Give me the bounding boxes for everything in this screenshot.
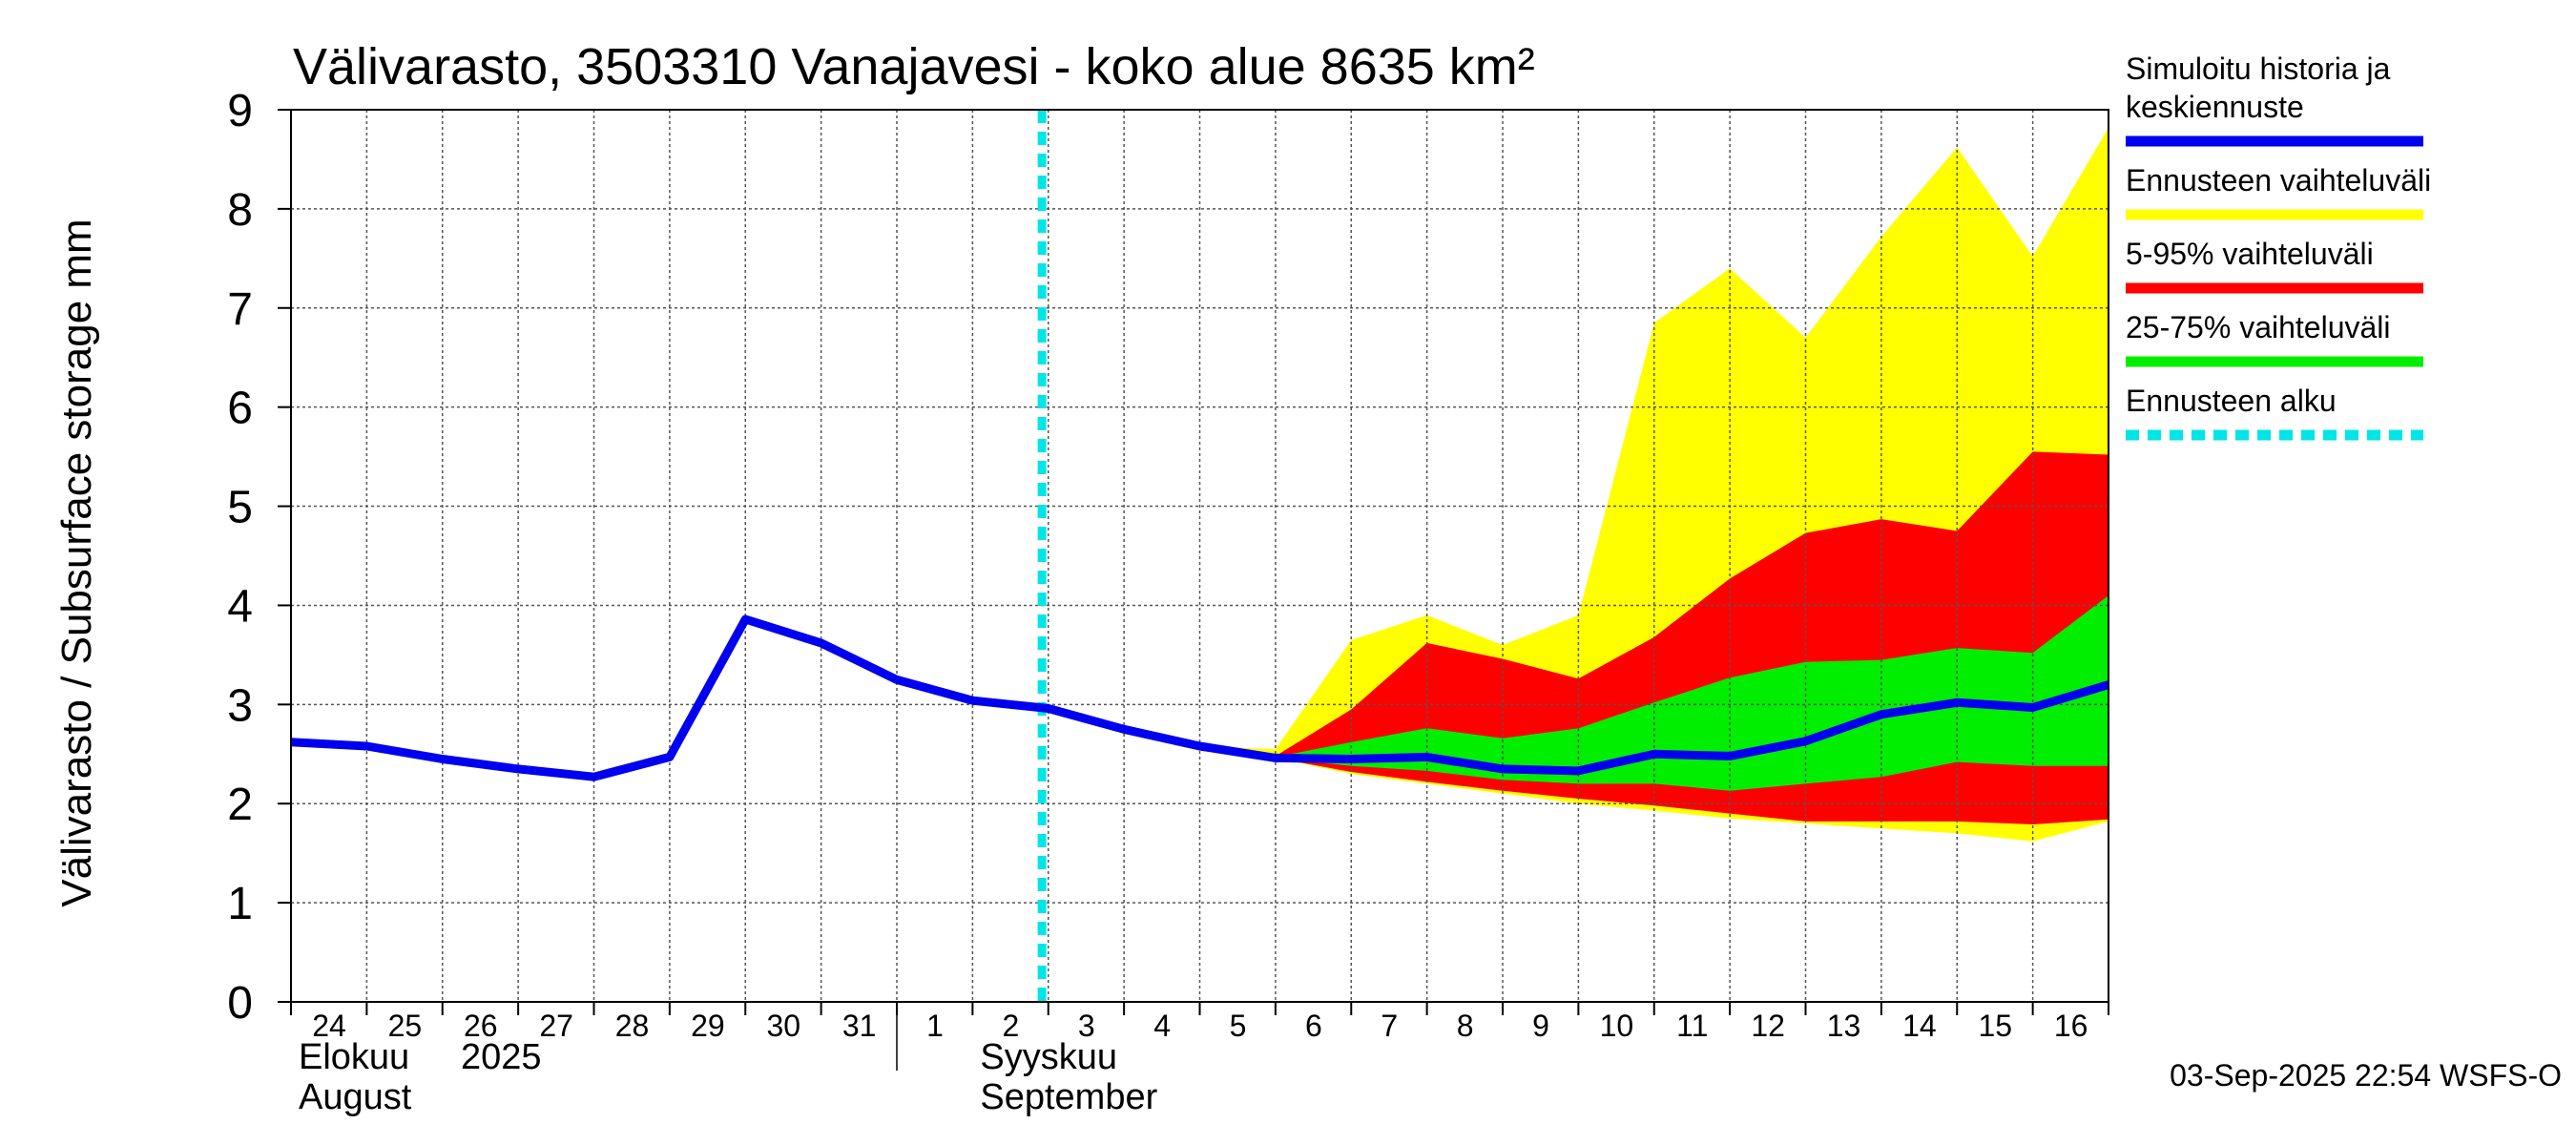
x-axis: 24 25 26 27 28 29 30 31 1 2 3 4 5 6 7 8 9 10 11 12 13 14 15 16E… <box>290 1002 2109 1117</box>
x-tick-label: 16 <box>2054 1009 2088 1043</box>
legend: Simuloitu historia ja keskiennuste Ennuste… <box>2126 52 2431 441</box>
legend-label: 25-75% vaihteluväli <box>2126 310 2391 344</box>
legend-label: keskiennuste <box>2126 90 2304 124</box>
series-lines <box>290 614 2110 781</box>
x-tick-label: 4 <box>1153 1009 1171 1043</box>
y-tick-label: 5 <box>227 483 253 533</box>
month-label-en: September <box>980 1077 1157 1117</box>
x-tick-label: 8 <box>1457 1009 1474 1043</box>
x-tick-label: 5 <box>1230 1009 1247 1043</box>
y-tick-label: 8 <box>227 185 253 236</box>
year-label: 2025 <box>461 1037 542 1077</box>
y-tick-label: 3 <box>227 680 253 731</box>
x-tick-label: 25 <box>388 1009 423 1043</box>
y-tick-label: 1 <box>227 879 253 929</box>
x-tick-label: 27 <box>539 1009 573 1043</box>
x-tick-label: 14 <box>1902 1009 1937 1043</box>
month-label-fi: Elokuu <box>299 1037 409 1077</box>
x-tick-label: 10 <box>1600 1009 1634 1043</box>
y-tick-label: 2 <box>227 780 253 830</box>
x-tick-label: 28 <box>615 1009 650 1043</box>
x-tick-label: 13 <box>1827 1009 1861 1043</box>
legend-label: Ennusteen alku <box>2126 384 2337 418</box>
x-tick-label: 24 <box>312 1009 346 1043</box>
month-label-en: August <box>299 1077 412 1117</box>
x-tick-label: 2 <box>1002 1009 1019 1043</box>
series-line-mean <box>290 614 2110 781</box>
x-tick-label: 7 <box>1381 1009 1398 1043</box>
y-axis-label: Välivarasto / Subsurface storage mm <box>53 219 100 906</box>
x-tick-label: 15 <box>1978 1009 2012 1043</box>
y-tick-label: 0 <box>227 978 253 1029</box>
x-tick-label: 26 <box>464 1009 498 1043</box>
x-tick-label: 1 <box>926 1009 944 1043</box>
chart-title: Välivarasto, 3503310 Vanajavesi - koko a… <box>293 38 1535 95</box>
x-tick-label: 31 <box>842 1009 877 1043</box>
x-tick-label: 9 <box>1532 1009 1549 1043</box>
x-tick-label: 29 <box>691 1009 725 1043</box>
legend-label: Ennusteen vaihteluväli <box>2126 163 2431 198</box>
month-label-fi: Syyskuu <box>980 1037 1117 1077</box>
timestamp: 03-Sep-2025 22:54 WSFS-O <box>2170 1058 2562 1093</box>
x-tick-label: 30 <box>766 1009 800 1043</box>
y-tick-label: 4 <box>227 581 253 632</box>
y-tick-label: 6 <box>227 384 253 434</box>
x-tick-label: 11 <box>1676 1009 1708 1043</box>
y-tick-label: 7 <box>227 284 253 335</box>
legend-label: 5-95% vaihteluväli <box>2126 237 2374 271</box>
y-tick-label: 9 <box>227 86 253 136</box>
y-axis: 0 1 2 3 4 5 6 7 8 9 <box>227 86 291 1029</box>
legend-label: Simuloitu historia ja <box>2126 52 2391 86</box>
x-tick-label: 3 <box>1078 1009 1095 1043</box>
x-tick-label: 12 <box>1751 1009 1785 1043</box>
x-tick-label: 6 <box>1305 1009 1322 1043</box>
